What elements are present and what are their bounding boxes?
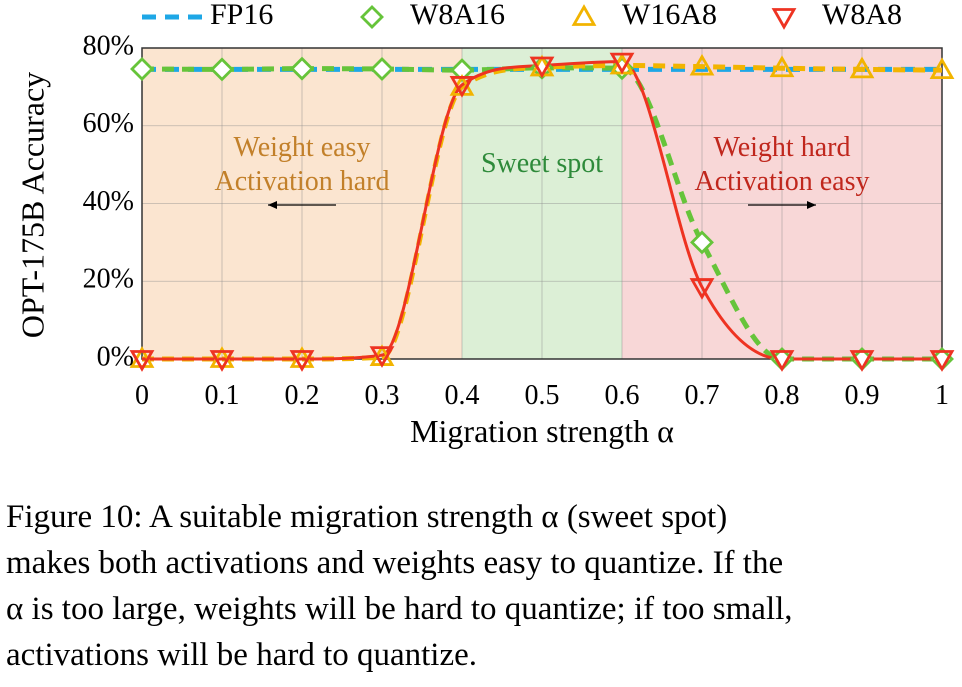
legend-swatch-W8A16 (360, 5, 384, 29)
marker-W8A8-7 (689, 278, 715, 300)
marker-W16A8-10 (929, 57, 955, 80)
marker-W8A16-4 (450, 58, 474, 83)
y-tick-1: 20% (83, 264, 134, 295)
marker-W16A8-7 (689, 53, 715, 76)
region-label-1-line1: Sweet spot (481, 148, 603, 179)
marker-W16A8-9 (849, 56, 875, 79)
legend-label-W16A8: W16A8 (622, 0, 717, 31)
x-tick-9: 0.9 (845, 380, 880, 411)
series-markers (129, 52, 955, 372)
marker-W8A8-3 (369, 346, 395, 368)
marker-W8A16-0 (130, 57, 154, 81)
y-tick-labels: 0% 20% 40% 60% 80% (83, 30, 134, 372)
x-tick-7: 0.7 (685, 380, 720, 411)
marker-W8A8-8 (769, 350, 795, 372)
x-tick-labels: 0 0.1 0.2 0.3 0.4 0.5 0.6 0.7 0.8 0.9 1 (135, 380, 949, 411)
region-label-2-line2: Activation easy (695, 166, 870, 197)
x-tick-3: 0.3 (365, 380, 400, 411)
plot-frame (141, 47, 943, 360)
marker-W8A8-4 (449, 76, 475, 98)
x-tick-2: 0.2 (285, 380, 320, 411)
y-tick-0: 0% (97, 341, 134, 372)
marker-W8A8-2 (289, 350, 315, 372)
region-label-0-line1: Weight easy (234, 132, 371, 163)
marker-W16A8-8 (769, 55, 795, 78)
marker-W8A8-0 (129, 350, 155, 372)
region-label-0-line2: Activation hard (215, 166, 390, 197)
marker-W8A8-6 (609, 52, 635, 75)
caption-line-3: α is too large, weights will be hard to … (6, 591, 793, 627)
y-axis-label: OPT-175B Accuracy (14, 72, 50, 338)
legend-swatch-W8A8 (771, 8, 797, 30)
x-tick-4: 0.4 (445, 380, 480, 411)
x-tick-6: 0.6 (605, 380, 640, 411)
x-tick-0: 0 (135, 380, 149, 411)
marker-W8A16-2 (290, 56, 314, 81)
marker-W8A8-10 (929, 350, 955, 372)
x-tick-8: 0.8 (765, 380, 800, 411)
x-tick-10: 1 (935, 380, 949, 411)
figure-caption: Figure 10: A suitable migration strength… (6, 494, 956, 678)
marker-W8A8-9 (849, 350, 875, 372)
y-tick-3: 60% (83, 108, 134, 139)
legend-swatch-W16A8 (571, 4, 597, 26)
region-label-2-line1: Weight hard (714, 132, 851, 163)
caption-line-2: makes both activations and weights easy … (6, 545, 784, 581)
marker-W8A16-3 (370, 57, 394, 81)
region-arrow-0-head (268, 201, 277, 209)
marker-W8A8-5 (529, 56, 555, 79)
x-tick-1: 0.1 (205, 380, 240, 411)
x-tick-5: 0.5 (525, 380, 560, 411)
legend: FP16 W8A16 W16A8 W8A8 (142, 0, 902, 31)
y-tick-4: 80% (83, 30, 134, 61)
legend-label-FP16: FP16 (210, 0, 273, 31)
region-arrow-2-head (807, 201, 816, 209)
legend-label-W8A16: W8A16 (410, 0, 505, 31)
y-tick-2: 40% (83, 186, 134, 217)
marker-W8A16-1 (210, 57, 234, 82)
marker-W8A16-7 (690, 230, 714, 255)
caption-line-1: Figure 10: A suitable migration strength… (6, 499, 728, 535)
legend-label-W8A8: W8A8 (822, 0, 902, 31)
caption-line-4: activations will be hard to quantize. (6, 637, 478, 673)
marker-W8A8-1 (209, 350, 235, 372)
x-axis-label: Migration strength α (410, 413, 674, 449)
